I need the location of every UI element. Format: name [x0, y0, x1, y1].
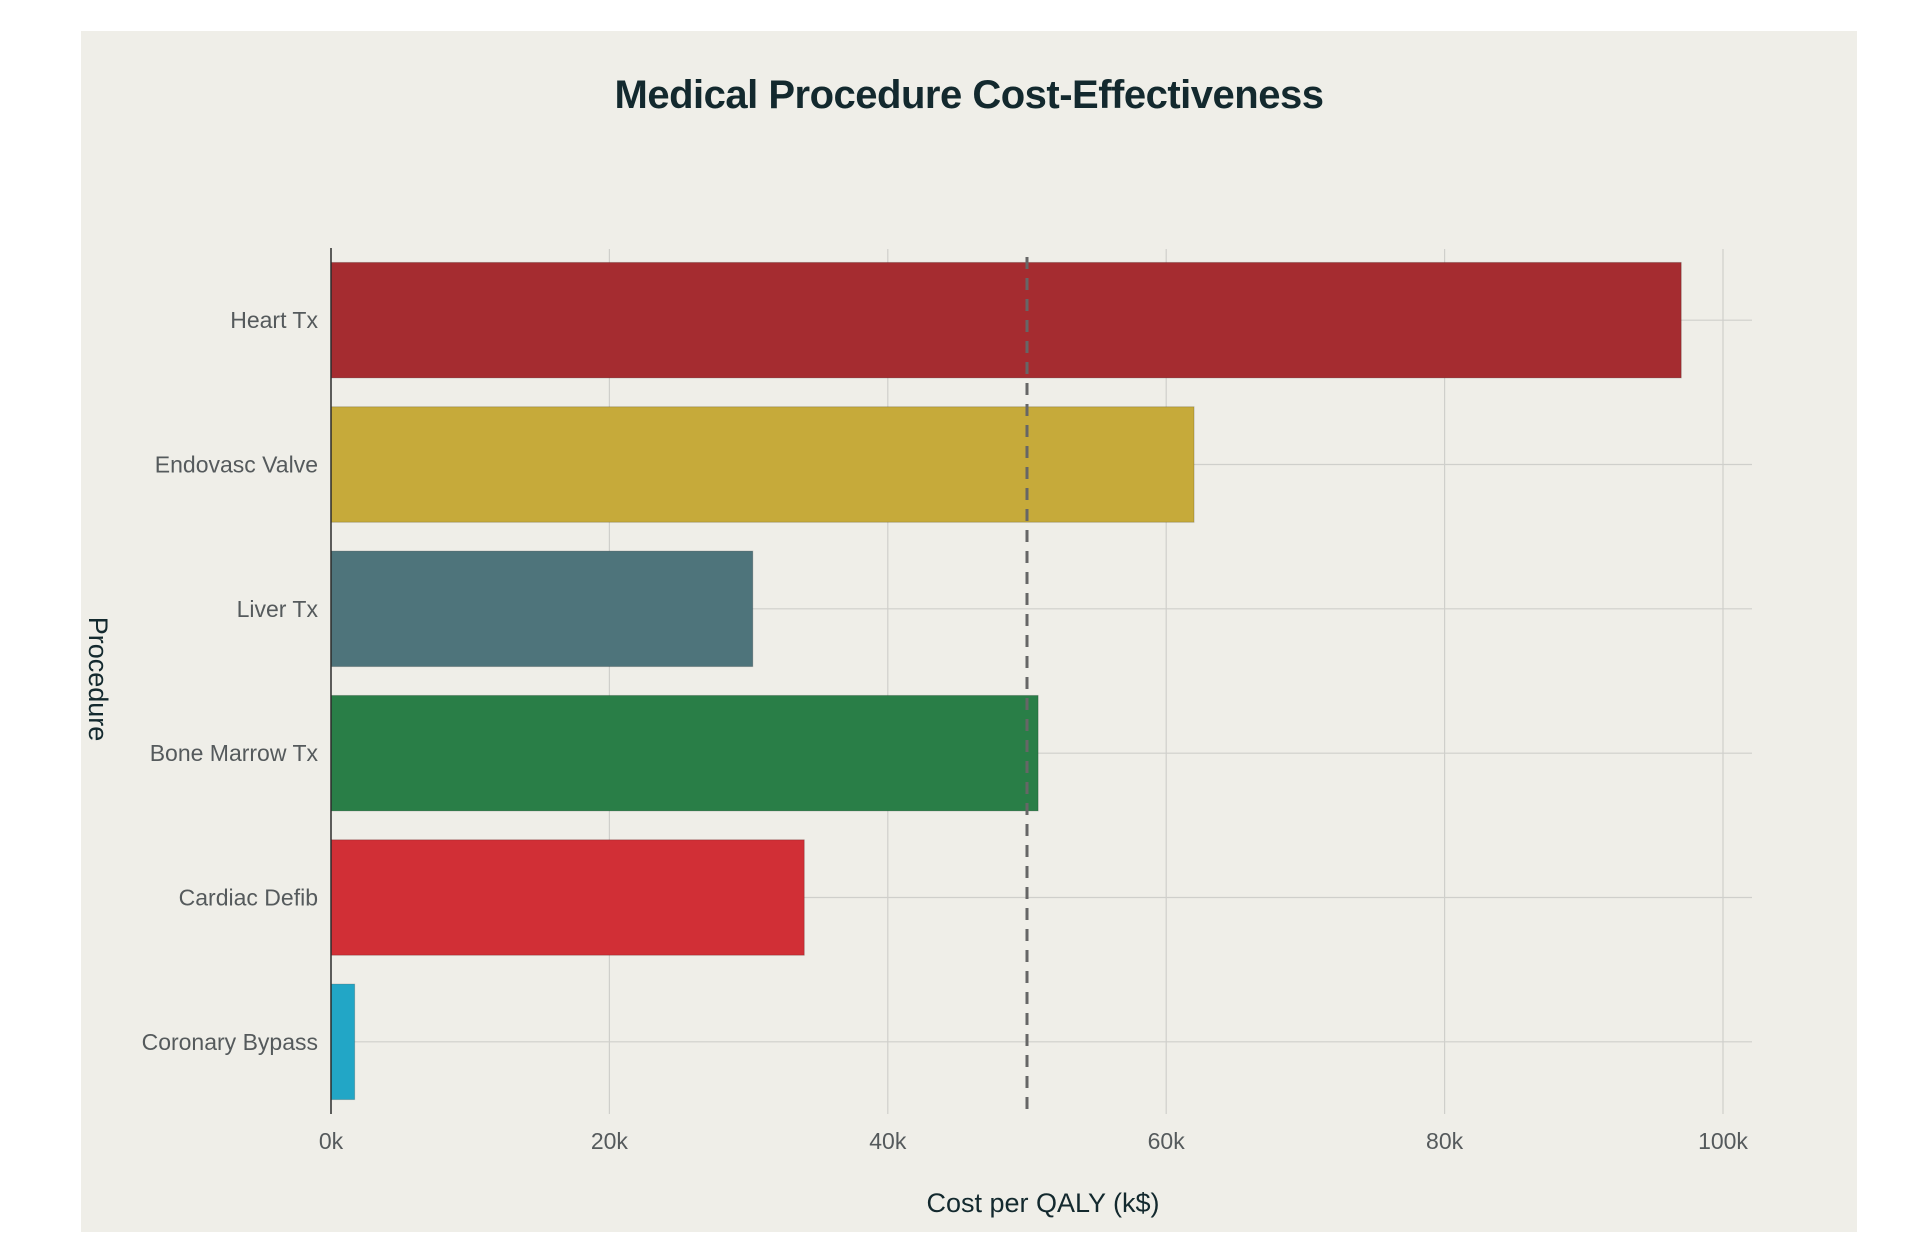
- bars: [330, 261, 1682, 1101]
- x-tick-label: 80k: [1426, 1128, 1464, 1154]
- x-tick-label: 100k: [1698, 1128, 1748, 1154]
- y-tick-label: Liver Tx: [237, 596, 319, 622]
- bar-chart: 0k 20k 40k 60k 80k 100k Heart Tx Endovasc Valve…: [83, 248, 1752, 1218]
- chart-panel: Medical Procedure Cost-Effectiveness 0k 2…: [81, 31, 1857, 1232]
- tick-labels: 0k 20k 40k 60k 80k 100k Heart Tx Endovasc Valve…: [142, 307, 1749, 1154]
- bar-cardiac-defib: [330, 839, 805, 956]
- x-tick-label: 20k: [591, 1128, 629, 1154]
- grid-lines: [331, 249, 1752, 1114]
- bar-endovasc-valve: [330, 406, 1195, 523]
- x-tick-label: 60k: [1148, 1128, 1186, 1154]
- bar-bone-marrow-tx: [330, 694, 1039, 812]
- y-tick-label: Coronary Bypass: [142, 1029, 318, 1055]
- x-tick-label: 40k: [869, 1128, 907, 1154]
- bar-liver-tx: [330, 550, 754, 668]
- y-tick-label: Endovasc Valve: [155, 452, 318, 478]
- y-axis-label: Procedure: [83, 617, 113, 742]
- x-axis-label: Cost per QALY (k$): [926, 1188, 1159, 1218]
- y-tick-label: Cardiac Defib: [179, 885, 318, 911]
- y-tick-label: Bone Marrow Tx: [150, 740, 319, 766]
- chart-title: Medical Procedure Cost-Effectiveness: [614, 73, 1324, 117]
- y-tick-label: Heart Tx: [230, 307, 318, 333]
- bar-heart-tx: [330, 261, 1682, 379]
- x-tick-label: 0k: [319, 1128, 344, 1154]
- bar-coronary-bypass: [330, 983, 356, 1101]
